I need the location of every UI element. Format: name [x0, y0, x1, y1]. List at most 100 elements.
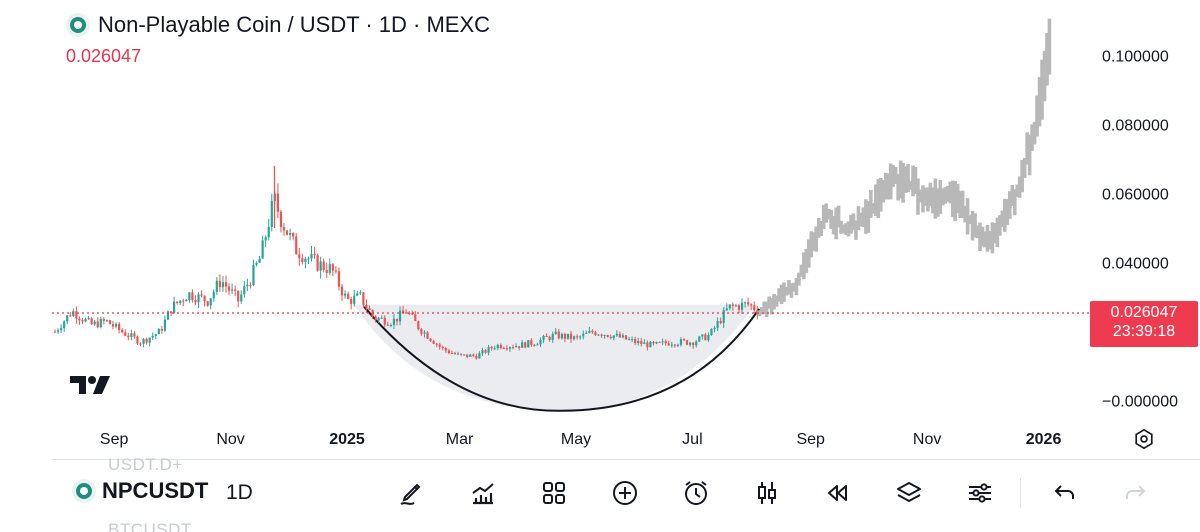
- candle: [576, 334, 579, 340]
- projected-bar: [993, 222, 997, 244]
- projected-bar: [931, 187, 935, 214]
- candle: [698, 335, 701, 343]
- projected-bar: [881, 180, 886, 203]
- add-button[interactable]: [608, 476, 642, 510]
- x-tick-label: Mar: [446, 431, 474, 448]
- projected-bar: [933, 178, 938, 219]
- candle: [118, 321, 121, 334]
- settings-button[interactable]: [963, 476, 997, 510]
- candle: [524, 341, 527, 349]
- candle: [270, 193, 273, 232]
- projected-bar: [821, 204, 826, 229]
- candle: [597, 334, 600, 336]
- candle: [453, 351, 457, 355]
- projected-bar: [948, 181, 953, 204]
- candle: [408, 311, 411, 316]
- projected-bar: [816, 217, 821, 238]
- x-tick-label: 2026: [1026, 431, 1062, 448]
- candle: [588, 326, 591, 334]
- candle: [591, 329, 594, 334]
- candle: [93, 319, 96, 326]
- candle: [374, 315, 377, 323]
- drawing-tools-button[interactable]: [395, 476, 429, 510]
- price-chart[interactable]: 0.1000000.0800000.0600000.0400000.020000…: [0, 0, 1200, 460]
- candle: [188, 291, 191, 303]
- projected-bar: [928, 182, 933, 207]
- projected-bar: [955, 183, 960, 214]
- alert-button[interactable]: [679, 476, 713, 510]
- projected-bar: [998, 215, 1002, 236]
- projected-bar: [960, 190, 965, 219]
- candle: [502, 346, 505, 350]
- candle: [194, 295, 197, 306]
- projected-bar: [777, 288, 781, 302]
- projected-bar: [938, 180, 943, 214]
- symbol-selector[interactable]: NPCUSDT: [72, 478, 224, 504]
- projected-bar: [1025, 132, 1029, 165]
- projected-bar: [878, 177, 883, 212]
- candle: [612, 335, 615, 341]
- candle: [127, 332, 130, 341]
- interval-selector[interactable]: 1D: [226, 481, 253, 504]
- axis-settings-button[interactable]: [1131, 426, 1157, 452]
- layers-button[interactable]: [892, 476, 926, 510]
- replay-button[interactable]: [821, 476, 855, 510]
- projected-bar: [1027, 134, 1032, 176]
- candle: [310, 245, 313, 262]
- candle: [258, 255, 261, 263]
- projected-bar: [995, 217, 1000, 248]
- projected-bar: [757, 310, 761, 317]
- y-tick-label: 0.040000: [1102, 256, 1169, 273]
- candle: [316, 253, 319, 272]
- candle: [56, 328, 60, 334]
- candle: [380, 315, 383, 319]
- layout-button[interactable]: [537, 476, 571, 510]
- projected-bar: [834, 207, 838, 240]
- indicators-button[interactable]: [466, 476, 500, 510]
- redo-button[interactable]: [1118, 476, 1152, 510]
- projected-bar: [903, 166, 908, 193]
- candle: [676, 343, 680, 348]
- candle: [670, 341, 673, 348]
- undo-button[interactable]: [1048, 476, 1082, 510]
- projected-bar: [1007, 191, 1012, 219]
- candle: [737, 303, 741, 314]
- projected-bar: [839, 220, 843, 234]
- candle: [444, 347, 447, 353]
- candle: [304, 256, 307, 269]
- projected-bar: [975, 225, 980, 239]
- projected-bar: [767, 296, 771, 309]
- candle: [154, 333, 157, 340]
- projected-bar: [1012, 189, 1017, 216]
- candle: [365, 299, 368, 313]
- candle: [533, 343, 536, 347]
- candles-icon: [758, 482, 776, 504]
- projected-bar: [859, 212, 863, 227]
- projected-bar: [794, 278, 799, 296]
- candle: [81, 317, 84, 325]
- x-tick-label: Nov: [913, 431, 941, 448]
- candle: [78, 316, 81, 325]
- candle: [594, 330, 597, 337]
- candle: [264, 235, 267, 247]
- projected-bar: [983, 231, 987, 248]
- chart-type-button[interactable]: [750, 476, 784, 510]
- candle: [224, 275, 228, 293]
- projected-bar: [906, 164, 910, 193]
- candle: [383, 315, 386, 327]
- projected-bar: [797, 272, 801, 286]
- candle: [429, 338, 432, 343]
- projected-bar: [1047, 18, 1052, 75]
- candle: [624, 335, 628, 340]
- candle: [600, 333, 603, 338]
- candle: [722, 306, 725, 329]
- candle: [276, 183, 280, 219]
- settings-hex-icon: [1135, 428, 1153, 450]
- projected-bar: [923, 187, 928, 206]
- projected-bar: [990, 222, 995, 254]
- candle: [405, 309, 408, 314]
- x-tick-label: Sep: [796, 431, 825, 448]
- candle: [392, 314, 396, 330]
- candle: [234, 285, 237, 296]
- candle: [747, 297, 750, 307]
